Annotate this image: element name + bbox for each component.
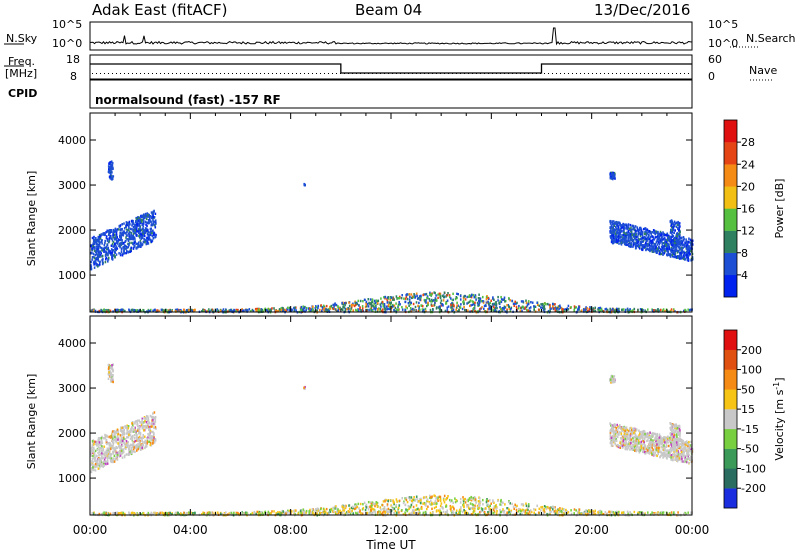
- freq-panel-frame: [89, 54, 693, 80]
- velocity-colorbar-tick-label: 50: [741, 383, 755, 396]
- power-colorbar-tick-label: 12: [741, 225, 755, 238]
- velocity-colorbar-label: Velocity [m s-1]: [772, 377, 787, 460]
- xtick-label: 00:00: [675, 523, 710, 537]
- power-scatter: [90, 160, 694, 314]
- xtick-label: 16:00: [474, 523, 509, 537]
- power-colorbar-swatch: [724, 120, 737, 143]
- beam-title: Beam 04: [355, 1, 423, 19]
- velocity-colorbar-frame: [723, 329, 738, 509]
- velocity-colorbar-swatch: [724, 389, 737, 410]
- power-colorbar-swatch: [724, 274, 737, 298]
- velocity-colorbar-tick-label: 200: [741, 344, 762, 357]
- power-colorbar-swatch: [724, 164, 737, 187]
- velocity-colorbar-tick-label: -50: [741, 443, 759, 456]
- power-colorbar-tick-label: 8: [741, 247, 748, 260]
- power-colorbar-tick-label: 20: [741, 180, 755, 193]
- velocity-scatter: [90, 363, 694, 517]
- velocity-colorbar-swatch: [724, 468, 737, 489]
- power-colorbar-swatch: [724, 230, 737, 253]
- velocity-colorbar-swatch: [724, 488, 737, 509]
- velocity-colorbar-swatch: [724, 409, 737, 430]
- nsearch-label: N.Search: [746, 32, 796, 45]
- velocity-ytick-label: 2000: [58, 427, 86, 440]
- power-ytick-label: 2000: [58, 224, 86, 237]
- velocity-ytick-label: 3000: [58, 382, 86, 395]
- freq-tick-top: 18: [66, 53, 80, 66]
- velocity-colorbar-tick-label: -200: [741, 482, 766, 495]
- cpid-label: CPID: [8, 87, 38, 100]
- power-ytick-label: 3000: [58, 179, 86, 192]
- power-ylabel: Slant Range [km]: [25, 171, 38, 267]
- power-colorbar-tick-label: 4: [741, 269, 748, 282]
- velocity-colorbar-swatch: [724, 448, 737, 469]
- velocity-ytick-label: 1000: [58, 472, 86, 485]
- power-colorbar-swatch: [724, 252, 737, 276]
- nave-tick-top: 60: [708, 53, 722, 66]
- power-colorbar-swatch: [724, 142, 737, 165]
- velocity-ylabel: Slant Range [km]: [25, 374, 38, 470]
- freq-unit: [MHz]: [5, 67, 38, 80]
- xtick-label: 20:00: [574, 523, 609, 537]
- xtick-label: 04:00: [173, 523, 208, 537]
- xtick-label: 00:00: [73, 523, 108, 537]
- velocity-colorbar-swatch: [724, 330, 737, 350]
- power-colorbar-swatch: [724, 186, 737, 209]
- freq-label: Freq.: [8, 55, 36, 68]
- noise-left-tick-bottom: 10^0: [52, 37, 83, 50]
- velocity-colorbar-tick-label: -100: [741, 462, 766, 475]
- velocity-panel-bg: [90, 316, 692, 515]
- velocity-colorbar-tick-label: 100: [741, 364, 762, 377]
- power-colorbar-label: Power [dB]: [773, 179, 786, 239]
- velocity-colorbar-swatch: [724, 349, 737, 370]
- nsky-label: N.Sky: [6, 32, 38, 45]
- velocity-colorbar-swatch: [724, 428, 737, 449]
- velocity-colorbar-tick-label: -15: [741, 423, 759, 436]
- frequency-series-line: [90, 63, 692, 74]
- nave-label: Nave: [749, 64, 778, 77]
- noise-right-tick-top: 10^5: [708, 18, 739, 31]
- cpid-panel-frame: [89, 79, 693, 109]
- noise-panel-frame: [89, 21, 693, 51]
- xtick-label: 08:00: [273, 523, 308, 537]
- power-ytick-label: 1000: [58, 269, 86, 282]
- nave-tick-bottom: 0: [708, 70, 715, 83]
- velocity-colorbar-tick-label: 15: [741, 403, 755, 416]
- velocity-ytick-label: 4000: [58, 337, 86, 350]
- power-colorbar-tick-label: 16: [741, 203, 755, 216]
- date-title: 13/Dec/2016: [594, 1, 691, 19]
- freq-tick-bottom: 8: [70, 70, 77, 83]
- power-colorbar-tick-label: 28: [741, 136, 755, 149]
- power-ytick-label: 4000: [58, 134, 86, 147]
- nsky-series-line: [89, 27, 692, 46]
- cpid-text: normalsound (fast) -157 RF: [95, 93, 281, 107]
- power-colorbar-swatch: [724, 208, 737, 231]
- xtick-label: 12:00: [374, 523, 409, 537]
- station-title: Adak East (fitACF): [92, 1, 228, 19]
- x-axis-label: Time UT: [365, 538, 416, 552]
- noise-left-tick-top: 10^5: [52, 18, 83, 31]
- power-panel-bg: [90, 113, 692, 312]
- power-colorbar-tick-label: 24: [741, 158, 755, 171]
- velocity-colorbar-swatch: [724, 369, 737, 390]
